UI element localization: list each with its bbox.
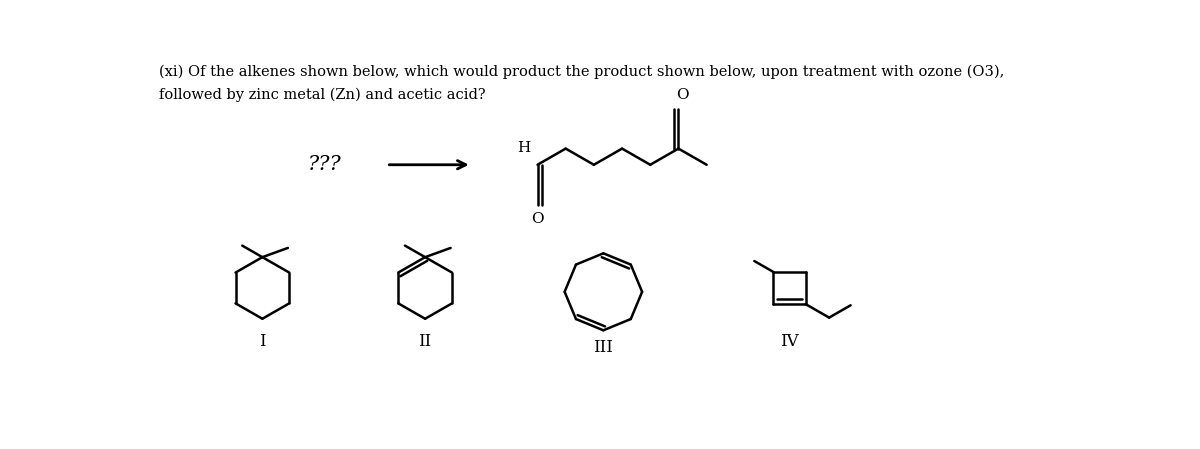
Text: III: III bbox=[594, 339, 613, 356]
Text: O: O bbox=[532, 211, 544, 226]
Text: IV: IV bbox=[780, 333, 799, 350]
Text: II: II bbox=[419, 333, 432, 350]
Text: ???: ??? bbox=[307, 155, 341, 174]
Text: (xi) Of the alkenes shown below, which would product the product shown below, up: (xi) Of the alkenes shown below, which w… bbox=[160, 65, 1004, 79]
Text: H: H bbox=[517, 141, 530, 155]
Text: O: O bbox=[676, 88, 689, 102]
Text: followed by zinc metal (Zn) and acetic acid?: followed by zinc metal (Zn) and acetic a… bbox=[160, 88, 486, 102]
Text: I: I bbox=[259, 333, 265, 350]
